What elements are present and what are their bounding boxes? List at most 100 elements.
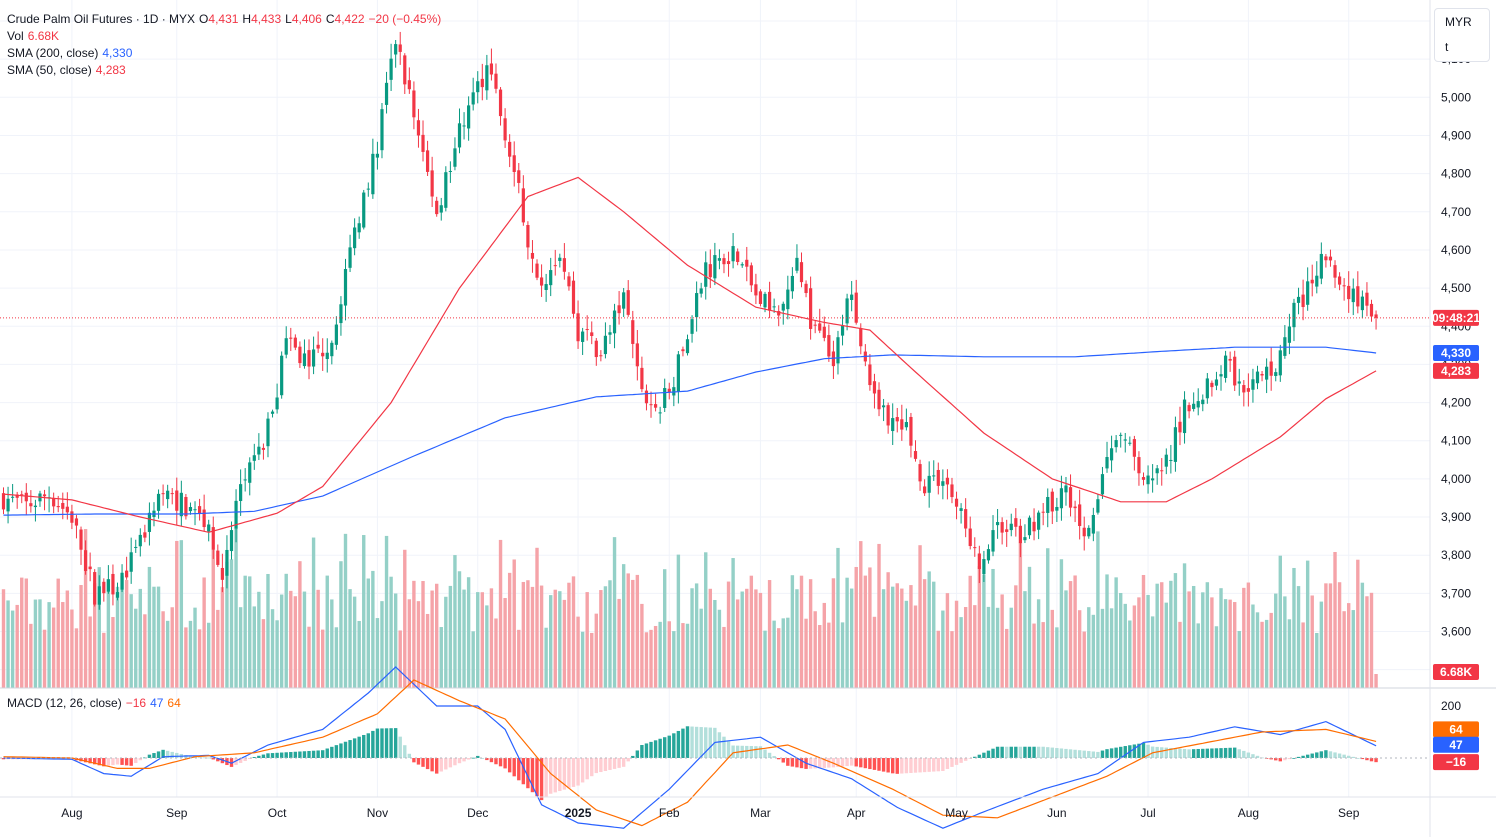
candle-body[interactable] — [93, 572, 97, 605]
currency-unit-button[interactable]: MYR t — [1434, 8, 1490, 62]
candle-body[interactable] — [658, 412, 662, 414]
candle-body[interactable] — [471, 92, 475, 105]
candle-body[interactable] — [307, 350, 311, 367]
candle-body[interactable] — [923, 486, 927, 494]
candle-body[interactable] — [330, 342, 334, 357]
candle-body[interactable] — [184, 496, 188, 517]
candle-body[interactable] — [334, 324, 338, 345]
candle-body[interactable] — [1164, 454, 1168, 467]
candle-body[interactable] — [197, 506, 202, 514]
candle-body[interactable] — [83, 550, 88, 571]
candle-body[interactable] — [416, 120, 421, 136]
candle-body[interactable] — [1178, 421, 1182, 433]
candle-body[interactable] — [316, 344, 320, 349]
candle-body[interactable] — [909, 416, 913, 446]
candle-body[interactable] — [1173, 427, 1178, 462]
candle-body[interactable] — [553, 265, 557, 267]
candle-body[interactable] — [1324, 256, 1328, 261]
candle-body[interactable] — [1, 493, 6, 510]
candle-body[interactable] — [425, 150, 430, 172]
candle-body[interactable] — [1365, 292, 1369, 306]
candle-body[interactable] — [485, 65, 489, 91]
candle-body[interactable] — [412, 90, 416, 118]
candle-body[interactable] — [15, 494, 19, 498]
candle-body[interactable] — [1141, 477, 1146, 480]
candle-body[interactable] — [129, 552, 133, 572]
candle-body[interactable] — [476, 81, 480, 93]
candle-body[interactable] — [667, 388, 671, 393]
candle-body[interactable] — [243, 479, 247, 481]
candle-body[interactable] — [1023, 537, 1027, 541]
candle-body[interactable] — [430, 170, 434, 197]
candle-body[interactable] — [695, 293, 699, 318]
candle-body[interactable] — [1205, 378, 1209, 399]
candle-body[interactable] — [120, 572, 124, 590]
candle-body[interactable] — [891, 418, 895, 432]
candle-body[interactable] — [772, 306, 776, 308]
candle-body[interactable] — [1246, 388, 1250, 392]
candle-body[interactable] — [489, 63, 494, 75]
candle-body[interactable] — [225, 549, 229, 576]
candle-body[interactable] — [188, 507, 193, 512]
candle-body[interactable] — [895, 417, 899, 422]
candle-body[interactable] — [115, 592, 120, 598]
candle-body[interactable] — [1109, 448, 1114, 461]
candle-body[interactable] — [1192, 403, 1196, 409]
candle-body[interactable] — [6, 498, 10, 512]
candle-body[interactable] — [97, 586, 101, 605]
candle-body[interactable] — [663, 388, 667, 408]
candle-body[interactable] — [904, 422, 908, 428]
candle-body[interactable] — [1223, 355, 1228, 378]
candle-body[interactable] — [229, 530, 234, 552]
candle-body[interactable] — [745, 259, 749, 267]
candle-body[interactable] — [321, 352, 325, 357]
sma200-legend[interactable]: SMA (200, close) 4,330 — [7, 45, 136, 62]
candle-body[interactable] — [175, 490, 179, 511]
candle-body[interactable] — [1278, 350, 1282, 376]
candle-body[interactable] — [622, 292, 626, 309]
candle-body[interactable] — [672, 387, 676, 396]
candle-body[interactable] — [977, 553, 981, 569]
macd-legend[interactable]: MACD (12, 26, close) −16 47 64 — [7, 695, 185, 712]
candle-body[interactable] — [982, 559, 986, 575]
candle-body[interactable] — [498, 89, 503, 117]
candle-body[interactable] — [462, 125, 466, 127]
candle-body[interactable] — [991, 530, 995, 552]
candle-body[interactable] — [257, 446, 261, 455]
candle-body[interactable] — [512, 155, 516, 173]
candle-body[interactable] — [1169, 459, 1173, 461]
candle-body[interactable] — [1041, 511, 1045, 513]
candle-body[interactable] — [1347, 285, 1351, 300]
candle-body[interactable] — [216, 550, 220, 565]
candle-body[interactable] — [535, 263, 539, 278]
candle-body[interactable] — [1283, 337, 1287, 356]
candle-body[interactable] — [1255, 371, 1260, 384]
candle-body[interactable] — [161, 493, 165, 495]
candle-body[interactable] — [777, 311, 781, 316]
candle-body[interactable] — [640, 367, 644, 390]
candle-body[interactable] — [357, 223, 361, 233]
candle-body[interactable] — [581, 331, 585, 342]
candle-body[interactable] — [1351, 288, 1355, 303]
candle-body[interactable] — [562, 258, 566, 272]
candle-body[interactable] — [56, 506, 60, 508]
candle-body[interactable] — [375, 153, 380, 158]
candle-body[interactable] — [685, 339, 690, 354]
candle-body[interactable] — [1132, 439, 1136, 457]
candle-body[interactable] — [722, 258, 726, 265]
candle-body[interactable] — [170, 493, 174, 495]
candle-body[interactable] — [1123, 439, 1127, 441]
candle-body[interactable] — [494, 73, 498, 89]
candle-body[interactable] — [1005, 529, 1009, 532]
candle-body[interactable] — [1292, 302, 1296, 328]
candle-body[interactable] — [1096, 499, 1100, 513]
candle-body[interactable] — [193, 509, 197, 511]
candle-body[interactable] — [995, 522, 1000, 526]
candle-body[interactable] — [1342, 285, 1346, 287]
candle-body[interactable] — [1146, 475, 1150, 485]
candle-body[interactable] — [384, 82, 389, 105]
candle-body[interactable] — [626, 290, 630, 315]
candle-body[interactable] — [1000, 522, 1004, 533]
symbol-title[interactable]: Crude Palm Oil Futures · 1D · MYX — [7, 12, 196, 26]
candle-body[interactable] — [1182, 399, 1187, 434]
